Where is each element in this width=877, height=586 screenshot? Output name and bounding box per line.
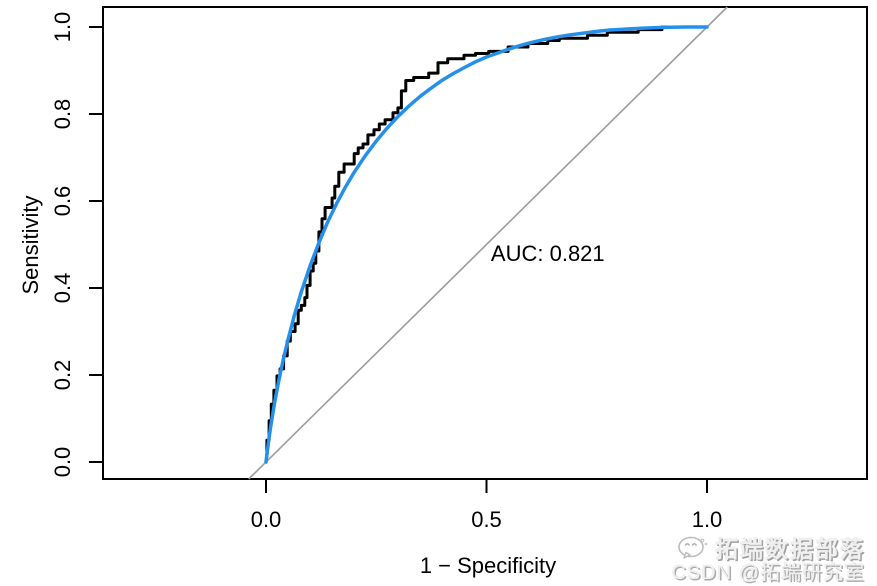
watermark-row: 拓端数据部落	[671, 535, 865, 563]
watermark-line1: 拓端数据部落	[715, 535, 865, 562]
auc-annotation: AUC: 0.821	[491, 241, 605, 266]
wechat-icon	[678, 536, 708, 559]
y-tick-label: 0.4	[50, 273, 75, 304]
watermark-line2: CSDN @拓端研究室	[671, 562, 865, 584]
watermark: 拓端数据部落 CSDN @拓端研究室	[671, 535, 865, 584]
chance-diagonal-line	[248, 6, 728, 480]
y-tick-label: 0.8	[50, 99, 75, 130]
x-tick-label: 1.0	[692, 507, 723, 532]
y-tick-label: 0.0	[50, 447, 75, 478]
curves	[248, 6, 728, 480]
axis-ticks: 0.0 0.5 1.0 0.0 0.2 0.4 0.6 0.8 1.0	[50, 12, 722, 532]
empirical-roc-curve	[264, 25, 709, 464]
y-tick-label: 0.2	[50, 360, 75, 391]
x-tick-label: 0.5	[471, 507, 502, 532]
smoothed-roc-curve	[264, 25, 709, 464]
x-tick-label: 0.0	[251, 507, 282, 532]
x-axis-title: 1 − Specificity	[420, 553, 556, 578]
y-tick-label: 1.0	[50, 12, 75, 43]
y-tick-label: 0.6	[50, 186, 75, 217]
y-axis-title: Sensitivity	[18, 195, 43, 294]
plot-box	[102, 6, 868, 480]
